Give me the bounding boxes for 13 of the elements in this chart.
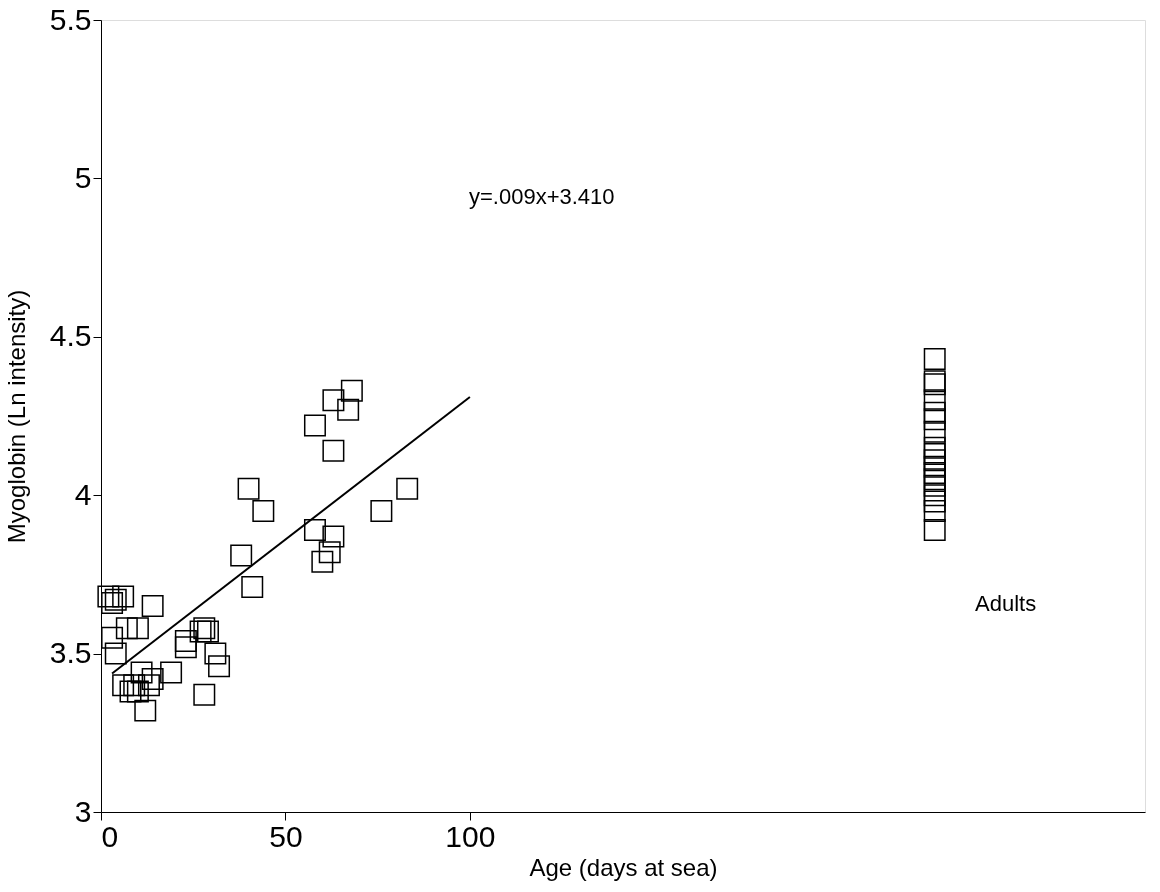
x-axis-title: Age (days at sea) [529, 853, 718, 881]
x-tick-label: 0 [101, 819, 119, 853]
x-tick-label: 50 [269, 819, 303, 853]
annotation: y=.009x+3.410 [469, 184, 615, 209]
y-tick-label: 5 [74, 160, 92, 194]
annotation: Adults [975, 591, 1037, 617]
y-tick-label: 5.5 [49, 2, 92, 36]
y-tick-label: 3 [74, 794, 92, 828]
y-axis-title: Myoglobin (Ln intensity) [2, 289, 30, 544]
x-tick-label: 100 [445, 819, 496, 853]
y-tick-label: 3.5 [49, 636, 92, 670]
y-tick-label: 4 [74, 477, 92, 511]
y-tick-label: 4.5 [49, 319, 92, 353]
